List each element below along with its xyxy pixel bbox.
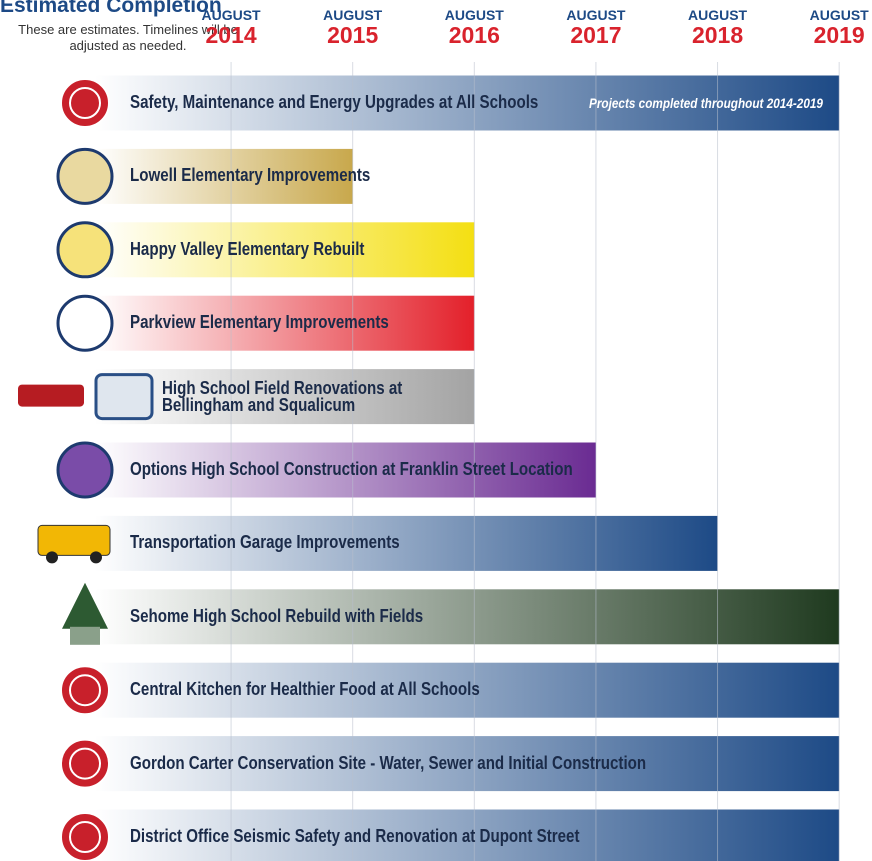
- page: Estimated Completion These are estimates…: [0, 0, 872, 861]
- x-tick-month: AUGUST: [445, 7, 505, 23]
- icon: [61, 740, 109, 788]
- bar-label: Sehome High School Rebuild with Fields: [130, 608, 423, 625]
- x-tick-month: AUGUST: [688, 7, 748, 23]
- x-tick-label: 2015: [327, 22, 378, 48]
- x-tick-month: AUGUST: [202, 7, 262, 23]
- bus-icon: [38, 525, 110, 555]
- icon: [61, 79, 109, 127]
- icon: [58, 149, 112, 203]
- bar-label: High School Field Renovations at Belling…: [162, 380, 431, 414]
- icon: [58, 443, 112, 497]
- annotation: Projects completed throughout 2014-2019: [589, 95, 823, 112]
- bar-label: Central Kitchen for Healthier Food at Al…: [130, 681, 480, 698]
- bar-label: District Office Seismic Safety and Renov…: [130, 828, 580, 845]
- x-tick-label: 2014: [205, 22, 256, 48]
- x-tick-month: AUGUST: [323, 7, 383, 23]
- x-tick-month: AUGUST: [810, 7, 870, 23]
- x-tick-month: AUGUST: [566, 7, 626, 23]
- x-tick-label: 2019: [814, 22, 865, 48]
- icon: [58, 296, 112, 350]
- x-tick-label: 2016: [449, 22, 500, 48]
- bar-label: Options High School Construction at Fran…: [130, 461, 573, 478]
- bar-label: Safety, Maintenance and Energy Upgrades …: [130, 94, 538, 111]
- wheel: [90, 551, 102, 563]
- icon: [61, 666, 109, 714]
- x-tick-label: 2017: [570, 22, 621, 48]
- wheel: [46, 551, 58, 563]
- bar-label: Gordon Carter Conservation Site - Water,…: [130, 755, 646, 772]
- icon: [61, 813, 109, 861]
- logo: [70, 627, 100, 645]
- bar-label: Transportation Garage Improvements: [130, 534, 400, 551]
- x-tick-label: 2018: [692, 22, 743, 48]
- logo: [18, 385, 84, 407]
- chart: AUGUST2014AUGUST2015AUGUST2016AUGUST2017…: [0, 0, 872, 861]
- logo: [96, 375, 152, 419]
- bar-label: Happy Valley Elementary Rebuilt: [130, 241, 364, 258]
- icon: [58, 223, 112, 277]
- bar-label: Lowell Elementary Improvements: [130, 167, 370, 184]
- bar-label: Parkview Elementary Improvements: [130, 314, 389, 331]
